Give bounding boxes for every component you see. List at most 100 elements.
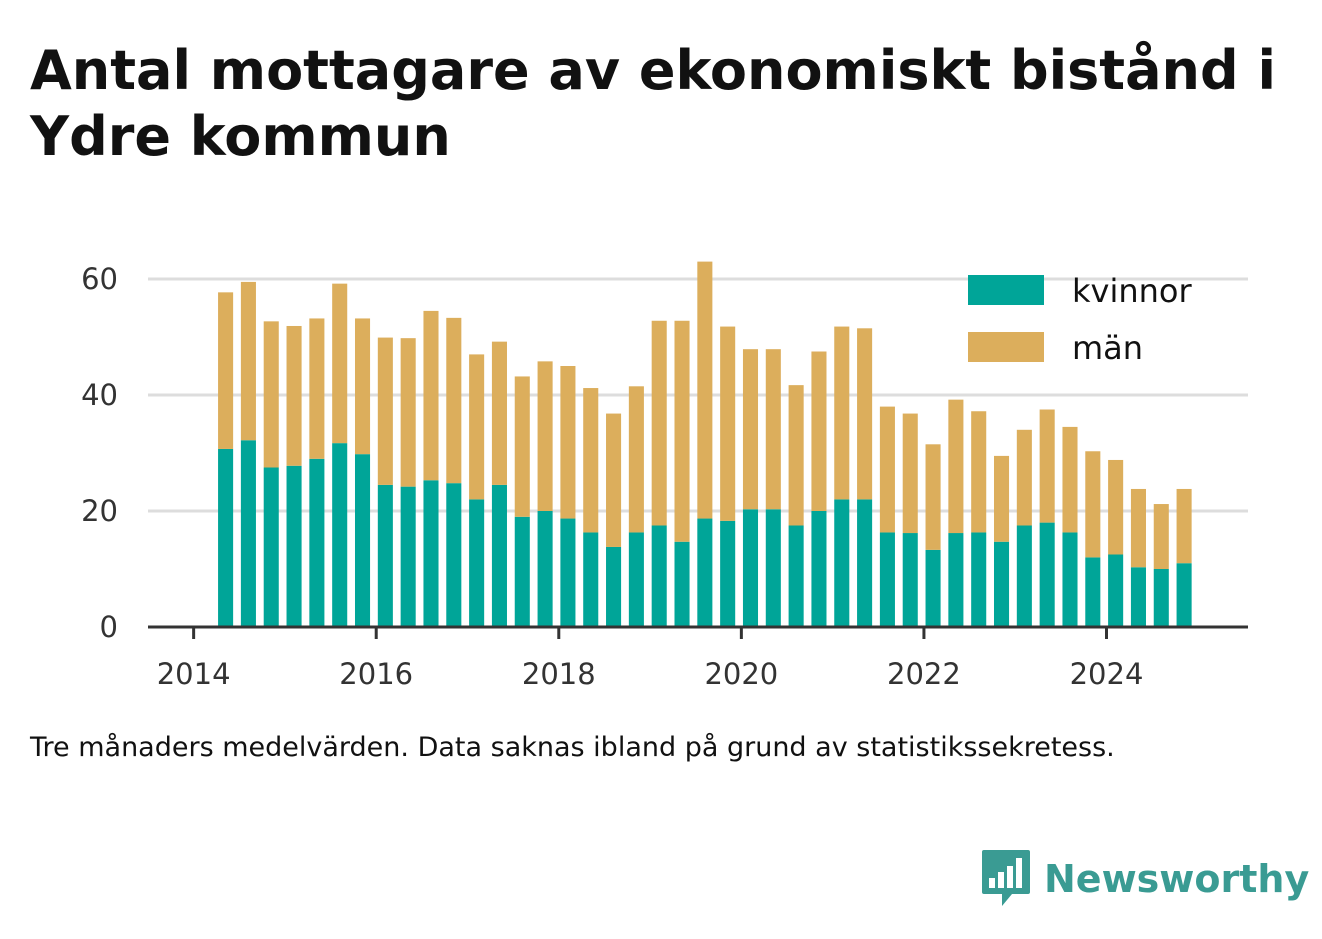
bar-kvinnor	[606, 546, 622, 627]
bar-man	[971, 411, 987, 533]
bar-kvinnor	[902, 533, 918, 627]
bar-man	[514, 376, 530, 517]
bar-man	[377, 337, 393, 485]
bar-man	[834, 326, 850, 500]
bar-man	[423, 310, 439, 481]
legend-label: kvinnor	[1072, 272, 1193, 310]
bar-kvinnor	[742, 509, 759, 627]
legend-swatch	[968, 275, 1044, 305]
y-tick-label: 20	[81, 494, 118, 528]
bar-kvinnor	[1085, 557, 1101, 627]
legend-swatch	[968, 332, 1044, 362]
bar-man	[651, 320, 667, 526]
bar-man	[240, 281, 256, 441]
x-tick-label: 2016	[339, 657, 413, 691]
y-tick-label: 40	[81, 378, 118, 412]
x-tick-label: 2024	[1070, 657, 1144, 691]
bar-chart-badge-icon	[982, 850, 1030, 906]
footnote: Tre månaders medelvärden. Data saknas ib…	[30, 732, 1115, 763]
bar-kvinnor	[628, 532, 644, 627]
bar-man	[697, 261, 713, 519]
bar-kvinnor	[446, 483, 462, 627]
bar-man	[857, 328, 873, 500]
bar-man	[606, 413, 622, 547]
bar-kvinnor	[720, 520, 736, 627]
bar-man	[1130, 488, 1146, 568]
bar-kvinnor	[1153, 569, 1169, 627]
bar-kvinnor	[560, 518, 576, 627]
y-tick-label: 60	[81, 262, 118, 296]
bar-kvinnor	[1176, 563, 1192, 627]
bar-man	[1176, 488, 1192, 564]
bar-man	[583, 388, 599, 533]
bar-man	[902, 413, 918, 534]
bar-kvinnor	[971, 532, 987, 627]
bar-kvinnor	[400, 486, 416, 627]
bar-kvinnor	[218, 448, 234, 627]
bar-kvinnor	[834, 499, 850, 627]
bar-man	[948, 399, 964, 534]
chart-title: Antal mottagare av ekonomiskt bistånd i …	[30, 39, 1276, 168]
bar-man	[218, 292, 234, 449]
bar-man	[286, 325, 302, 466]
bar-man	[720, 326, 736, 521]
bar-kvinnor	[1108, 554, 1124, 627]
bar-man	[993, 455, 1010, 542]
bar-kvinnor	[309, 458, 325, 627]
bar-man	[742, 349, 759, 510]
bar-kvinnor	[583, 532, 599, 627]
bar-kvinnor	[263, 467, 279, 627]
bar-man	[811, 351, 827, 511]
bar-man	[469, 354, 485, 500]
bar-kvinnor	[925, 549, 941, 627]
bar-man	[560, 366, 576, 519]
bar-man	[354, 318, 371, 455]
bar-man	[309, 318, 325, 459]
bar-man	[1108, 459, 1124, 555]
bar-kvinnor	[651, 525, 667, 627]
bar-man	[263, 321, 279, 468]
bar-kvinnor	[948, 533, 964, 627]
bar-kvinnor	[377, 484, 393, 627]
bar-kvinnor	[491, 484, 507, 627]
y-tick-label: 0	[100, 610, 118, 644]
bar-man	[628, 386, 644, 533]
bar-man	[765, 349, 781, 510]
x-tick-label: 2020	[704, 657, 778, 691]
bar-kvinnor	[286, 465, 302, 627]
bar-kvinnor	[697, 518, 713, 627]
brand-name: Newsworthy	[1044, 857, 1310, 901]
bar-kvinnor	[857, 499, 873, 627]
bar-kvinnor	[469, 499, 485, 627]
bar-kvinnor	[332, 443, 348, 627]
bar-man	[1039, 409, 1055, 523]
x-tick-label: 2022	[887, 657, 961, 691]
bar-kvinnor	[1130, 567, 1146, 627]
bar-kvinnor	[765, 509, 781, 627]
x-tick-label: 2018	[522, 657, 596, 691]
bar-kvinnor	[674, 541, 690, 627]
bar-man	[1062, 426, 1078, 533]
bar-man	[446, 317, 462, 484]
bar-kvinnor	[240, 440, 256, 627]
bar-kvinnor	[537, 511, 553, 627]
bar-man	[879, 406, 895, 533]
bar-kvinnor	[1062, 532, 1078, 627]
bar-kvinnor	[879, 532, 895, 627]
bar-man	[1016, 429, 1032, 526]
bar-man	[1085, 451, 1101, 558]
brand-logo: Newsworthy	[980, 848, 1309, 910]
bar-kvinnor	[514, 516, 530, 627]
bar-chart: 0 20 40 60 2014 2016 2018 2020 2022 2024 kvinnor mä…	[81, 261, 1248, 691]
bar-man	[1153, 504, 1169, 569]
bar-man	[674, 320, 690, 542]
bar-kvinnor	[788, 525, 804, 627]
bar-kvinnor	[1039, 522, 1055, 627]
bar-man	[400, 338, 416, 487]
legend-label: män	[1072, 329, 1143, 367]
bar-man	[788, 385, 804, 526]
bar-kvinnor	[354, 454, 371, 627]
bar-kvinnor	[811, 511, 827, 627]
bar-kvinnor	[993, 541, 1010, 627]
bar-man	[332, 283, 348, 444]
